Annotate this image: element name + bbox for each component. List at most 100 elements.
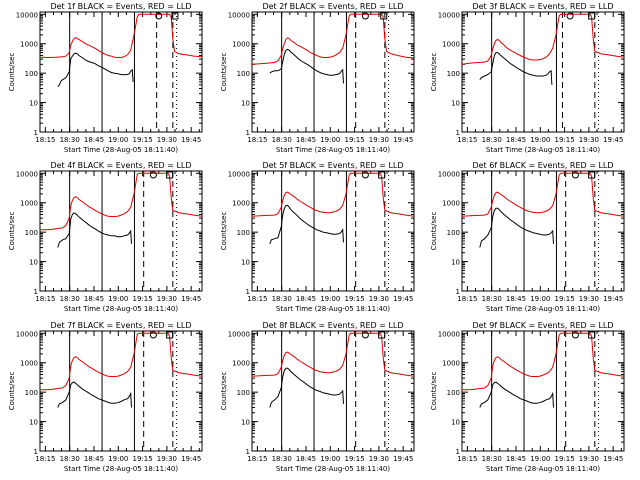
x-axis-label: Start Time (28-Aug-05 18:11:40) [64, 465, 178, 473]
y-axis-label: Counts/sec [8, 212, 16, 251]
y-axis-label: Counts/sec [220, 212, 228, 251]
y-tick-label: 100 [237, 70, 250, 78]
panel-title: Det 6f BLACK = Events, RED = LLD [472, 161, 613, 170]
y-axis-label: Counts/sec [8, 53, 16, 92]
lld-series-line [461, 172, 625, 217]
plot-frame [461, 170, 625, 292]
x-tick-label: 18:30 [60, 136, 80, 144]
x-tick-label: 18:45 [296, 136, 316, 144]
panel-det-6: Det 6f BLACK = Events, RED = LLD 1 10 100 10… [430, 161, 625, 313]
x-tick-label: 19:15 [555, 295, 575, 303]
x-tick-label: 19:30 [157, 295, 177, 303]
x-tick-label: 19:45 [603, 136, 623, 144]
attenuator-marker-square [166, 171, 174, 179]
plot-frame [251, 170, 415, 292]
y-tick-label: 100 [25, 70, 38, 78]
y-tick-label: 1 [34, 129, 38, 137]
x-tick-label: 19:15 [345, 295, 365, 303]
x-axis-label: Start Time (28-Aug-05 18:11:40) [64, 305, 178, 313]
x-tick-label: 19:00 [108, 295, 128, 303]
panel-title: Det 7f BLACK = Events, RED = LLD [50, 321, 191, 330]
y-tick-label: 10000 [228, 11, 250, 19]
attenuator-marker-square [378, 171, 386, 179]
events-series-line [269, 204, 344, 245]
x-tick-label: 19:00 [530, 295, 550, 303]
lld-series-line [40, 172, 203, 231]
x-tick-label: 19:30 [579, 136, 599, 144]
x-tick-label: 18:45 [506, 455, 526, 463]
x-tick-label: 19:30 [579, 455, 599, 463]
panel-det-1: Det 1f BLACK = Events, RED = LLD 1 10 100 10… [8, 2, 203, 154]
y-tick-label: 1000 [20, 200, 38, 208]
x-tick-label: 19:15 [345, 455, 365, 463]
x-tick-label: 18:15 [35, 455, 55, 463]
attenuator-marker-circle [149, 331, 157, 339]
y-axis-label: Counts/sec [430, 372, 438, 411]
panel-det-8: Det 8f BLACK = Events, RED = LLD 1 10 100 10… [220, 321, 415, 473]
attenuator-marker-circle [361, 12, 369, 20]
x-tick-label: 19:15 [133, 455, 153, 463]
y-tick-label: 1 [246, 288, 250, 296]
y-tick-label: 1 [456, 129, 460, 137]
y-tick-label: 100 [237, 229, 250, 237]
x-tick-label: 18:45 [84, 295, 104, 303]
panel-det-5: Det 5f BLACK = Events, RED = LLD 1 10 100 10… [220, 161, 415, 313]
panel-det-2: Det 2f BLACK = Events, RED = LLD 1 10 100 10… [220, 2, 415, 154]
x-tick-label: 19:15 [133, 295, 153, 303]
y-tick-label: 10000 [438, 330, 460, 338]
attenuator-marker-square [166, 331, 174, 339]
events-series-line [269, 367, 344, 408]
x-tick-label: 18:30 [482, 136, 502, 144]
x-tick-label: 19:30 [369, 455, 389, 463]
y-tick-label: 1 [456, 448, 460, 456]
y-tick-label: 1000 [232, 200, 250, 208]
y-tick-label: 10000 [438, 170, 460, 178]
plot-frame [251, 330, 415, 452]
attenuator-marker-circle [361, 331, 369, 339]
plot-frame [461, 11, 625, 133]
lld-series-line [461, 13, 625, 65]
lld-series-line [251, 332, 415, 377]
x-tick-label: 19:00 [320, 136, 340, 144]
x-tick-label: 18:45 [506, 136, 526, 144]
x-tick-label: 18:30 [482, 455, 502, 463]
x-tick-label: 19:45 [393, 295, 413, 303]
y-tick-label: 10000 [228, 170, 250, 178]
x-axis-label: Start Time (28-Aug-05 18:11:40) [486, 305, 600, 313]
x-tick-label: 18:30 [482, 295, 502, 303]
y-axis-label: Counts/sec [8, 372, 16, 411]
y-tick-label: 1000 [442, 360, 460, 368]
y-tick-label: 10000 [16, 170, 38, 178]
x-tick-label: 18:30 [60, 295, 80, 303]
attenuator-marker-circle [571, 171, 579, 179]
x-tick-label: 19:45 [181, 136, 201, 144]
panel-det-4: Det 4f BLACK = Events, RED = LLD 1 10 100 10… [8, 161, 203, 313]
x-tick-label: 19:30 [369, 136, 389, 144]
panel-title: Det 2f BLACK = Events, RED = LLD [262, 2, 403, 11]
y-tick-label: 100 [447, 389, 460, 397]
x-tick-label: 19:30 [579, 295, 599, 303]
x-tick-label: 18:15 [247, 455, 267, 463]
y-tick-label: 10 [29, 259, 38, 267]
x-tick-label: 18:15 [35, 136, 55, 144]
y-tick-label: 1 [246, 129, 250, 137]
attenuator-marker-circle [566, 12, 574, 20]
panel-title: Det 1f BLACK = Events, RED = LLD [50, 2, 191, 11]
y-tick-label: 1 [34, 288, 38, 296]
x-tick-label: 19:00 [108, 136, 128, 144]
attenuator-marker-circle [155, 12, 163, 20]
y-tick-label: 1 [34, 448, 38, 456]
x-tick-label: 19:15 [133, 136, 153, 144]
x-axis-label: Start Time (28-Aug-05 18:11:40) [486, 465, 600, 473]
x-tick-label: 19:30 [157, 455, 177, 463]
x-tick-label: 18:45 [506, 295, 526, 303]
x-tick-label: 19:45 [603, 455, 623, 463]
y-tick-label: 100 [25, 389, 38, 397]
y-tick-label: 100 [237, 389, 250, 397]
attenuator-marker-square [588, 171, 596, 179]
x-axis-label: Start Time (28-Aug-05 18:11:40) [276, 465, 390, 473]
x-tick-label: 19:00 [320, 295, 340, 303]
y-tick-label: 100 [447, 229, 460, 237]
x-tick-label: 19:00 [530, 455, 550, 463]
x-tick-label: 18:45 [84, 455, 104, 463]
